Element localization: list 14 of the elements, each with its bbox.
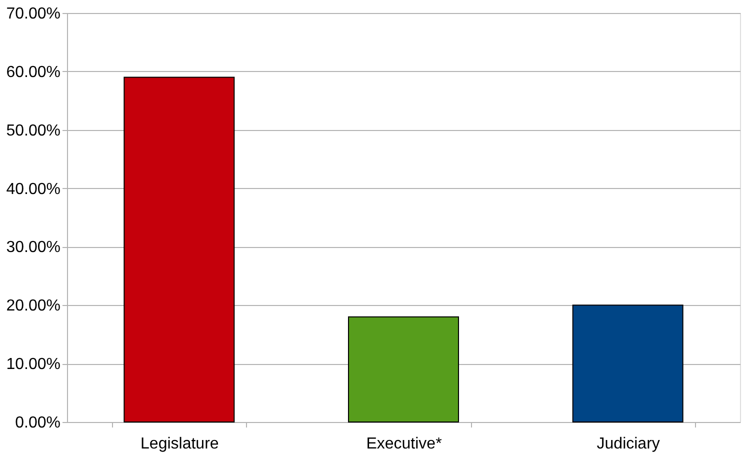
bar: [572, 304, 684, 422]
y-tick-label: 60.00%: [6, 64, 60, 81]
bar: [348, 316, 459, 422]
y-tick-label: 70.00%: [6, 6, 60, 22]
x-tick-label: Judiciary: [596, 436, 660, 452]
y-tick-label: 30.00%: [6, 239, 60, 256]
y-tick-label: 40.00%: [6, 180, 60, 198]
x-tick-label: Legislature: [140, 436, 219, 452]
bar: [124, 76, 235, 422]
y-tick-label: 0.00%: [15, 414, 60, 432]
x-tick-label: Executive*: [366, 436, 442, 452]
y-tick-label: 10.00%: [6, 356, 60, 374]
y-tick-label: 50.00%: [6, 122, 60, 140]
y-tick-label: 20.00%: [6, 298, 60, 315]
